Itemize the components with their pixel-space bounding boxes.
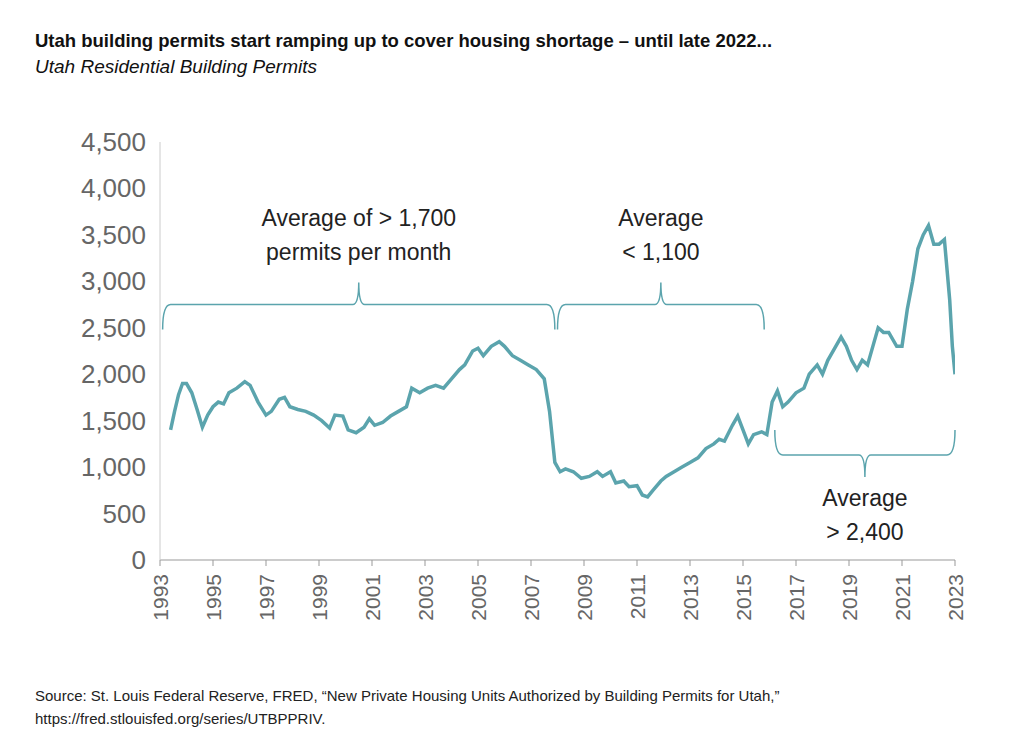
svg-text:2009: 2009 xyxy=(573,574,596,621)
svg-text:1,000: 1,000 xyxy=(81,452,146,482)
svg-text:0: 0 xyxy=(132,545,146,575)
svg-text:2019: 2019 xyxy=(838,574,861,621)
svg-text:2023: 2023 xyxy=(944,574,967,621)
html-text:https://fred.stlouisfed.org/se: https://fred.stlouisfed.org/series/UTBPP… xyxy=(35,710,326,727)
svg-text:< 1,100: < 1,100 xyxy=(622,239,699,265)
svg-text:2,000: 2,000 xyxy=(81,359,146,389)
svg-text:500: 500 xyxy=(103,499,146,529)
svg-text:1999: 1999 xyxy=(308,574,331,621)
svg-text:1993: 1993 xyxy=(149,574,172,621)
svg-text:2005: 2005 xyxy=(467,574,490,621)
svg-text:2,500: 2,500 xyxy=(81,313,146,343)
svg-text:2011: 2011 xyxy=(626,574,649,619)
svg-text:Average: Average xyxy=(822,485,907,511)
svg-text:permits per month: permits per month xyxy=(266,239,451,265)
svg-text:4,000: 4,000 xyxy=(81,173,146,203)
svg-text:1997: 1997 xyxy=(255,574,278,621)
svg-text:1995: 1995 xyxy=(202,574,225,621)
svg-text:3,000: 3,000 xyxy=(81,266,146,296)
svg-text:3,500: 3,500 xyxy=(81,220,146,250)
svg-text:4,500: 4,500 xyxy=(81,127,146,157)
svg-text:> 2,400: > 2,400 xyxy=(826,519,903,545)
html-text:Utah building permits start ra: Utah building permits start ramping up t… xyxy=(35,30,772,51)
svg-text:2015: 2015 xyxy=(732,574,755,621)
svg-text:2001: 2001 xyxy=(361,574,384,621)
html-text:Utah Residential Building Perm: Utah Residential Building Permits xyxy=(35,56,317,77)
svg-text:Average of > 1,700: Average of > 1,700 xyxy=(261,205,456,231)
svg-text:2021: 2021 xyxy=(891,574,914,621)
svg-text:2007: 2007 xyxy=(520,574,543,621)
svg-text:Average: Average xyxy=(618,205,703,231)
svg-text:2017: 2017 xyxy=(785,574,808,621)
svg-text:2003: 2003 xyxy=(414,574,437,621)
svg-text:2013: 2013 xyxy=(679,574,702,621)
html-text:Source: St. Louis Federal Rese: Source: St. Louis Federal Reserve, FRED,… xyxy=(35,687,780,704)
svg-text:1,500: 1,500 xyxy=(81,406,146,436)
